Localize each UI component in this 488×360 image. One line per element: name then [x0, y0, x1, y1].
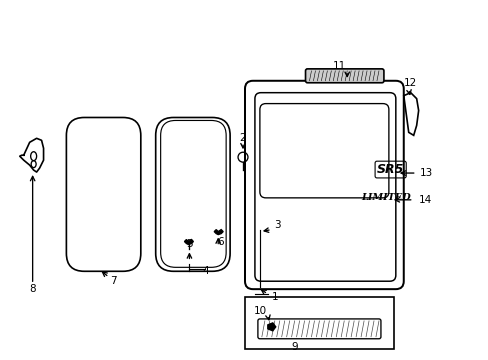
Text: 12: 12	[403, 78, 416, 88]
Text: 9: 9	[291, 342, 297, 352]
Text: 13: 13	[419, 168, 432, 178]
Text: 8: 8	[29, 284, 36, 294]
Polygon shape	[214, 230, 223, 235]
Text: 14: 14	[418, 195, 431, 205]
FancyBboxPatch shape	[305, 69, 383, 83]
Text: LIMITED: LIMITED	[360, 193, 410, 202]
Text: SR5: SR5	[376, 163, 404, 176]
Text: 10: 10	[253, 306, 266, 316]
Text: 3: 3	[274, 220, 281, 230]
Text: 2: 2	[239, 133, 246, 143]
Text: 11: 11	[332, 61, 345, 71]
Text: 5: 5	[186, 239, 192, 249]
Text: 4: 4	[202, 266, 208, 276]
Text: 7: 7	[109, 276, 116, 286]
Bar	[244, 297, 393, 349]
Text: 6: 6	[217, 237, 223, 247]
Polygon shape	[184, 239, 193, 244]
Text: 1: 1	[271, 292, 278, 302]
Polygon shape	[267, 323, 275, 331]
